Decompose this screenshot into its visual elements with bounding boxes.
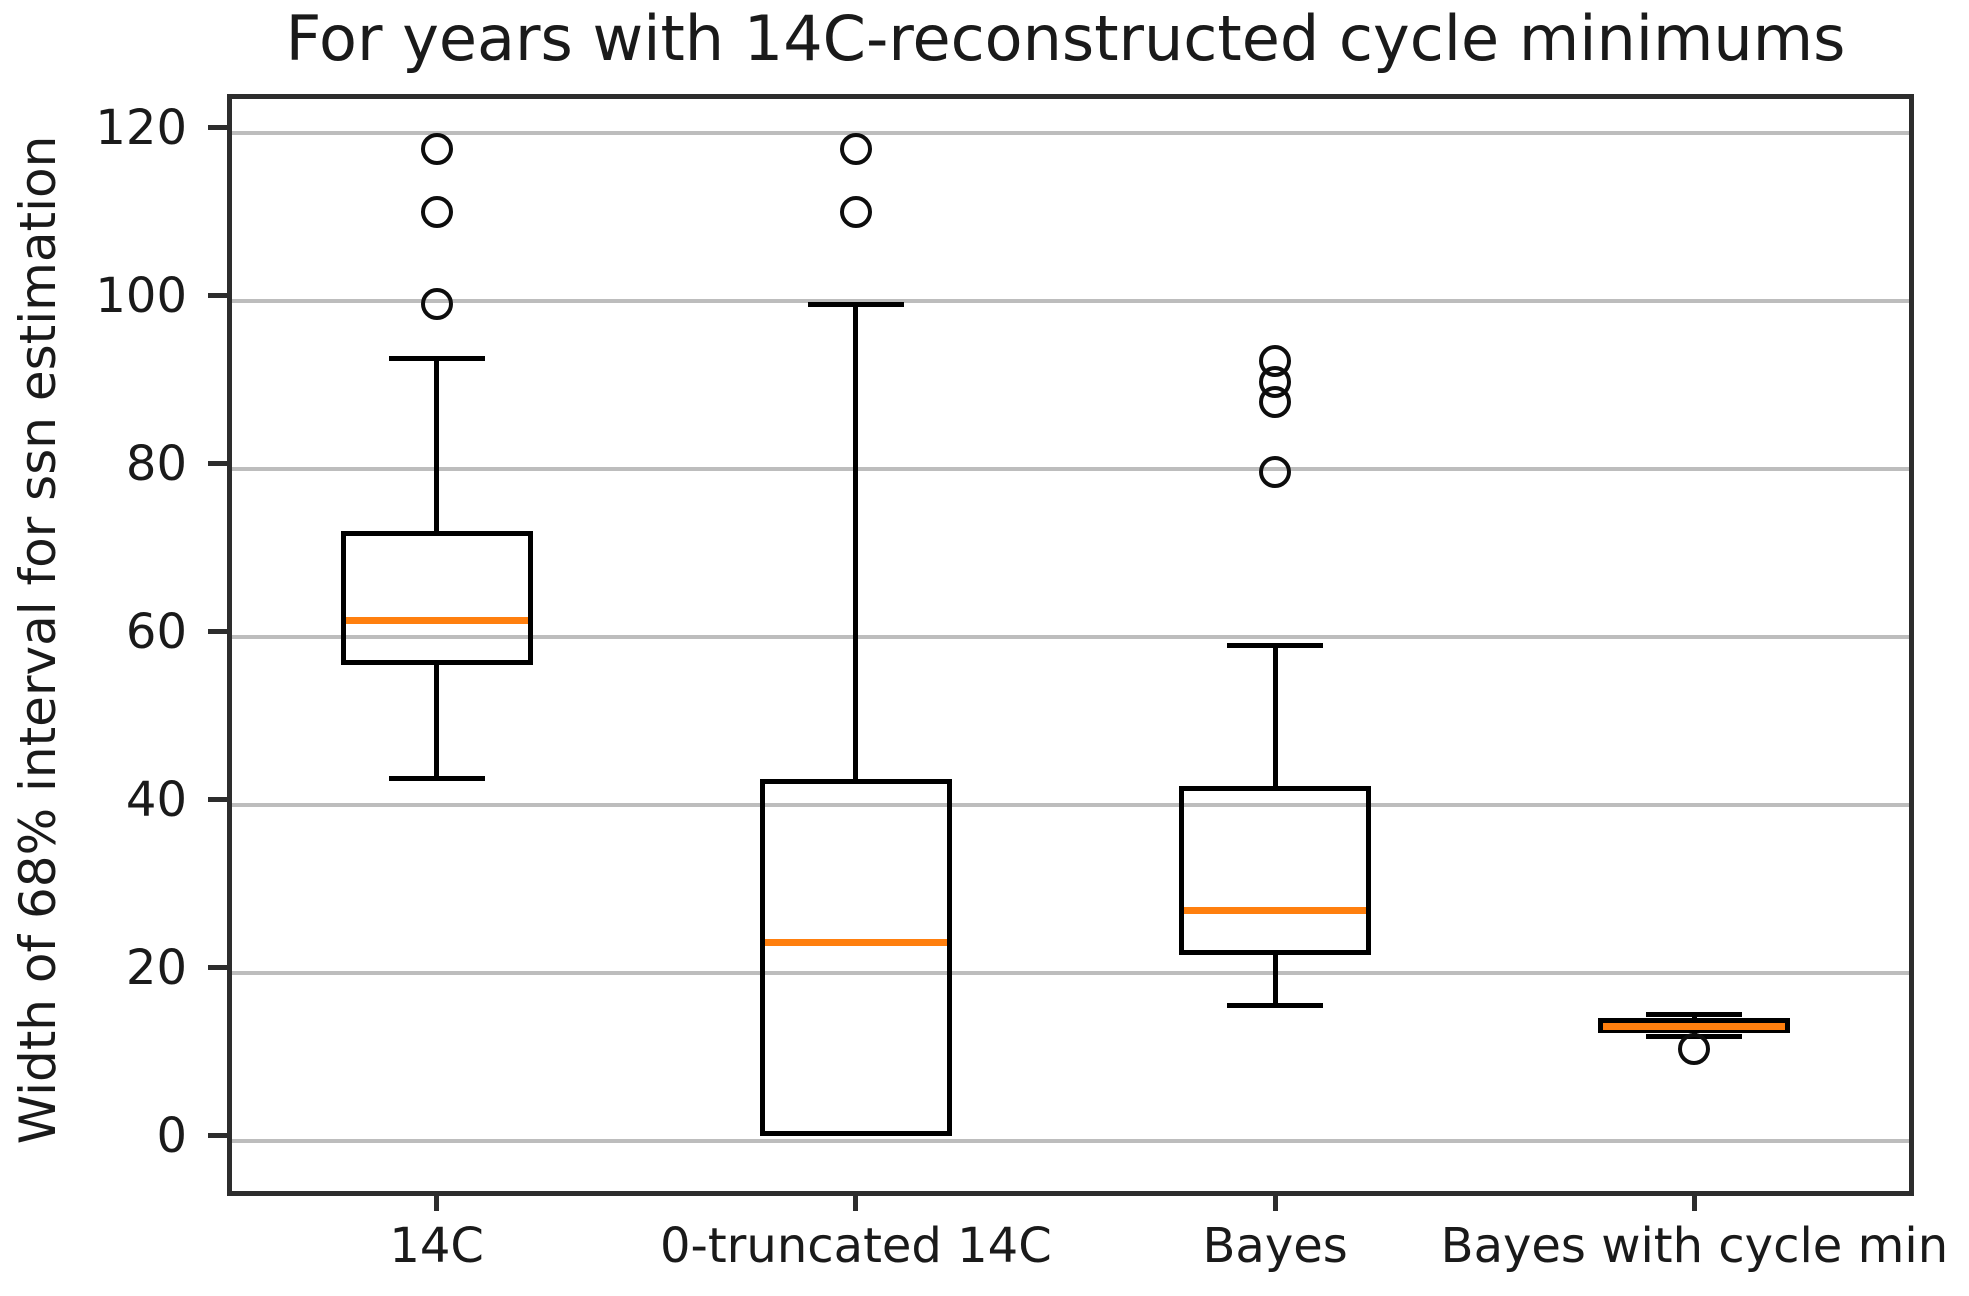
plot-area (227, 94, 1914, 1196)
outlier-circle-2-1 (839, 195, 872, 228)
gridline-y-0 (232, 1138, 1909, 1143)
y-tick-label-120: 120 (95, 99, 187, 156)
y-tick-label-0: 0 (156, 1107, 187, 1164)
outlier-circle-1-1 (420, 288, 453, 320)
whisker-cap-upper-3 (1227, 643, 1324, 649)
x-tick-label-2: 0-truncated 14C (660, 1218, 1052, 1274)
y-tick-40 (208, 797, 227, 803)
y-tick-60 (208, 629, 227, 635)
median-line-2 (764, 938, 947, 946)
whisker-lower-3 (1272, 955, 1278, 1006)
x-tick-4 (1691, 1191, 1697, 1211)
median-line-1 (345, 617, 528, 625)
whisker-cap-upper-2 (807, 301, 904, 307)
whisker-cap-lower-1 (388, 776, 485, 782)
whisker-cap-lower-3 (1227, 1002, 1324, 1008)
y-tick-20 (208, 965, 227, 971)
whisker-upper-1 (434, 358, 440, 531)
gridline-y-100 (232, 298, 1909, 303)
y-tick-80 (208, 461, 227, 467)
chart-title: For years with 14C-reconstructed cycle m… (285, 2, 1846, 75)
y-tick-0 (208, 1133, 227, 1139)
gridline-y-80 (232, 466, 1909, 471)
whisker-cap-upper-1 (388, 356, 485, 362)
gridline-y-60 (232, 634, 1909, 639)
whisker-upper-3 (1272, 645, 1278, 787)
outlier-circle-3-1 (1259, 456, 1292, 488)
outlier-circle-3-4 (1259, 345, 1292, 378)
box-1 (340, 530, 533, 666)
box-3 (1179, 786, 1372, 955)
y-tick-120 (208, 125, 227, 131)
whisker-lower-1 (434, 665, 440, 779)
whisker-cap-upper-4 (1646, 1012, 1743, 1018)
outlier-circle-2-2 (839, 132, 872, 165)
outlier-circle-4-1 (1678, 1033, 1711, 1066)
y-tick-100 (208, 293, 227, 299)
outlier-circle-1-3 (420, 132, 453, 165)
box-4 (1598, 1018, 1791, 1034)
x-tick-label-3: Bayes (1202, 1218, 1348, 1274)
whisker-upper-2 (853, 304, 859, 779)
gridline-y-120 (232, 130, 1909, 135)
x-tick-1 (434, 1191, 440, 1211)
x-tick-label-4: Bayes with cycle min (1440, 1218, 1949, 1274)
x-tick-2 (853, 1191, 859, 1211)
box-2 (759, 778, 952, 1136)
x-tick-label-1: 14C (389, 1218, 484, 1274)
y-tick-label-100: 100 (95, 267, 187, 324)
median-line-3 (1184, 906, 1367, 914)
median-line-4 (1603, 1022, 1786, 1030)
y-tick-label-40: 40 (125, 771, 187, 828)
y-tick-label-60: 60 (125, 603, 187, 660)
y-tick-label-80: 80 (125, 435, 187, 492)
gridline-y-40 (232, 802, 1909, 807)
outlier-circle-1-2 (420, 195, 453, 228)
y-tick-label-20: 20 (125, 939, 187, 996)
gridline-y-20 (232, 970, 1909, 975)
x-tick-3 (1272, 1191, 1278, 1211)
